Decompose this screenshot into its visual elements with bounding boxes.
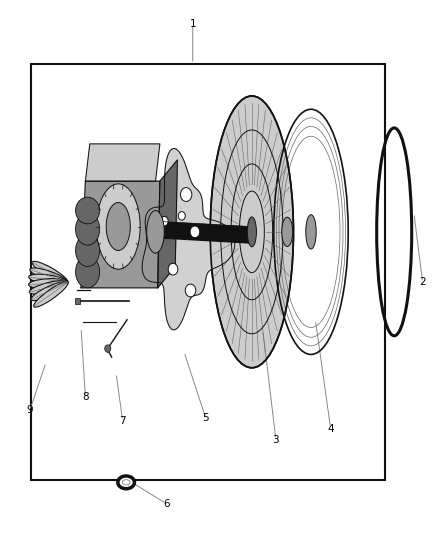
- Ellipse shape: [76, 256, 100, 288]
- Bar: [75, 298, 80, 304]
- Text: 1: 1: [189, 19, 196, 29]
- Text: 9: 9: [26, 406, 33, 415]
- Ellipse shape: [282, 217, 293, 247]
- Circle shape: [105, 345, 111, 352]
- Ellipse shape: [106, 203, 131, 251]
- Ellipse shape: [122, 480, 130, 485]
- Ellipse shape: [210, 96, 293, 368]
- Ellipse shape: [32, 261, 68, 284]
- Text: 3: 3: [272, 435, 279, 445]
- Ellipse shape: [247, 217, 256, 247]
- Ellipse shape: [76, 235, 100, 266]
- Text: 2: 2: [419, 278, 426, 287]
- Ellipse shape: [147, 211, 164, 253]
- Polygon shape: [81, 181, 160, 288]
- Ellipse shape: [34, 282, 68, 307]
- Text: 4: 4: [327, 424, 334, 434]
- Text: 8: 8: [82, 392, 89, 402]
- Text: 7: 7: [119, 416, 126, 426]
- Ellipse shape: [96, 184, 140, 269]
- Text: 5: 5: [202, 414, 209, 423]
- Circle shape: [168, 263, 178, 275]
- Ellipse shape: [76, 213, 100, 245]
- Polygon shape: [85, 144, 160, 181]
- Circle shape: [160, 216, 168, 226]
- Ellipse shape: [29, 274, 68, 285]
- Circle shape: [178, 212, 185, 220]
- Ellipse shape: [30, 268, 68, 284]
- Bar: [31, 64, 385, 480]
- Ellipse shape: [28, 279, 68, 288]
- Ellipse shape: [76, 197, 100, 224]
- Ellipse shape: [306, 215, 316, 249]
- Circle shape: [190, 226, 200, 238]
- Circle shape: [185, 284, 196, 297]
- Ellipse shape: [31, 281, 68, 301]
- Text: 6: 6: [163, 499, 170, 508]
- Circle shape: [180, 188, 192, 201]
- Ellipse shape: [29, 280, 68, 294]
- Ellipse shape: [118, 476, 134, 489]
- Polygon shape: [158, 160, 177, 288]
- Polygon shape: [142, 149, 235, 330]
